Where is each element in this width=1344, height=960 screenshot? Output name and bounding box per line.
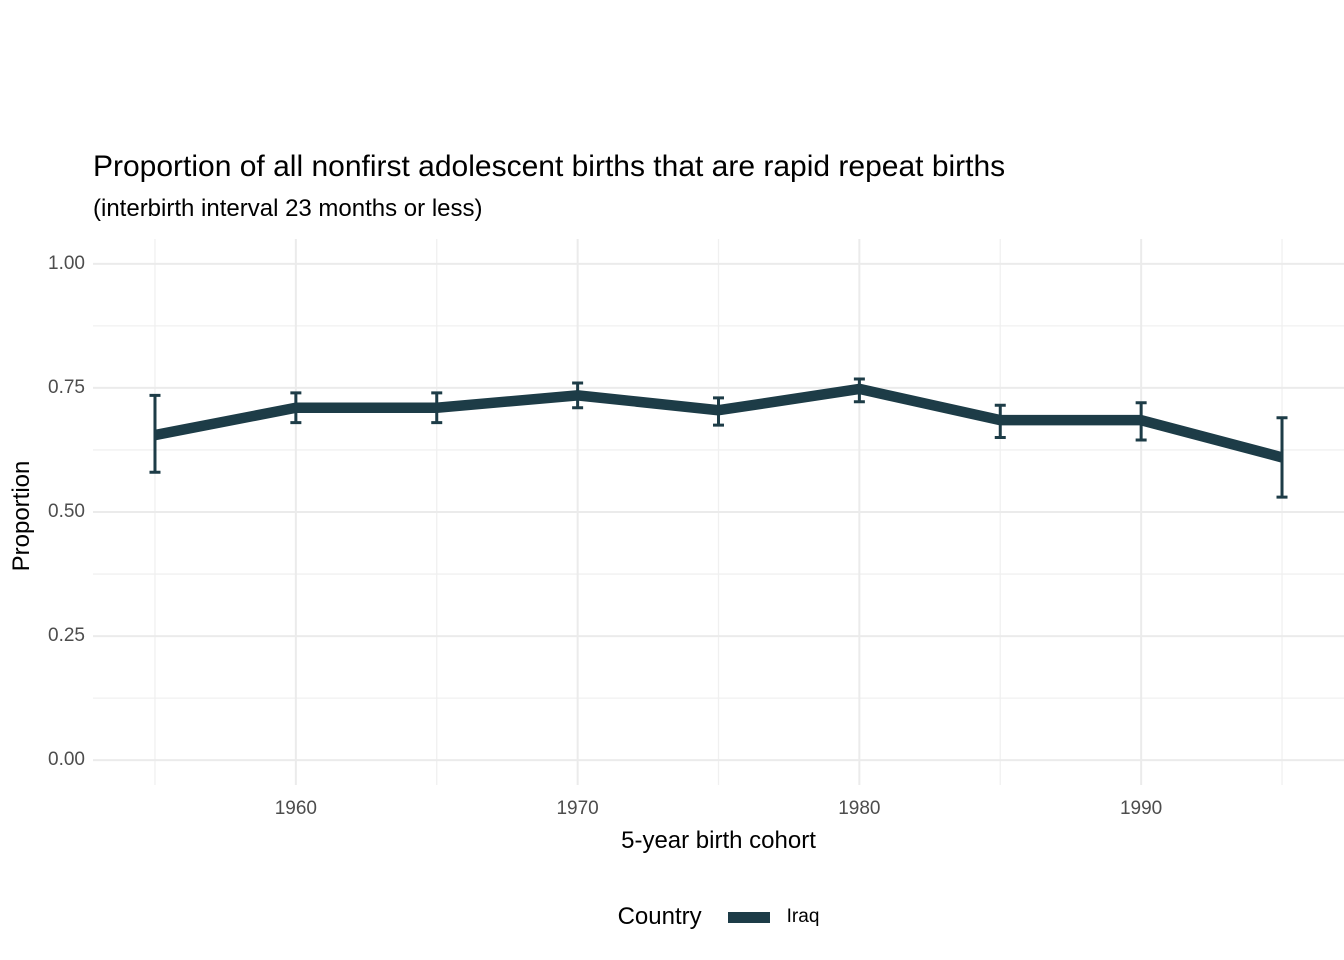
legend: Country Iraq bbox=[93, 903, 1344, 932]
x-tick-label: 1960 bbox=[274, 798, 317, 819]
data-line-group bbox=[153, 383, 1284, 463]
gridlines-major bbox=[93, 239, 1344, 785]
error-bars bbox=[149, 377, 1288, 499]
legend-title: Country bbox=[617, 903, 702, 930]
y-axis-title: Proportion bbox=[8, 460, 35, 572]
x-tick-label: 1990 bbox=[1119, 798, 1163, 819]
y-tick-label: 0.25 bbox=[48, 625, 85, 647]
legend-label-iraq: Iraq bbox=[786, 906, 820, 927]
x-tick-label: 1980 bbox=[838, 798, 881, 819]
y-tick-label: 0.50 bbox=[48, 501, 85, 522]
chart-subtitle: (interbirth interval 23 months or less) bbox=[93, 195, 483, 222]
chart-title: Proportion of all nonfirst adolescent bi… bbox=[93, 150, 1006, 183]
y-tick-label: 0.75 bbox=[48, 376, 85, 398]
y-tick-label: 0.00 bbox=[48, 749, 85, 771]
y-axis-tick-labels: 0.00 0.25 0.50 0.75 1.00 bbox=[0, 0, 85, 960]
data-line bbox=[153, 383, 1284, 463]
y-tick-label: 1.00 bbox=[48, 252, 85, 274]
x-axis-title: 5-year birth cohort bbox=[621, 827, 816, 854]
legend-item-iraq: Iraq bbox=[727, 906, 820, 929]
legend-swatch-iraq bbox=[727, 911, 770, 923]
x-tick-label: 1970 bbox=[556, 798, 599, 819]
